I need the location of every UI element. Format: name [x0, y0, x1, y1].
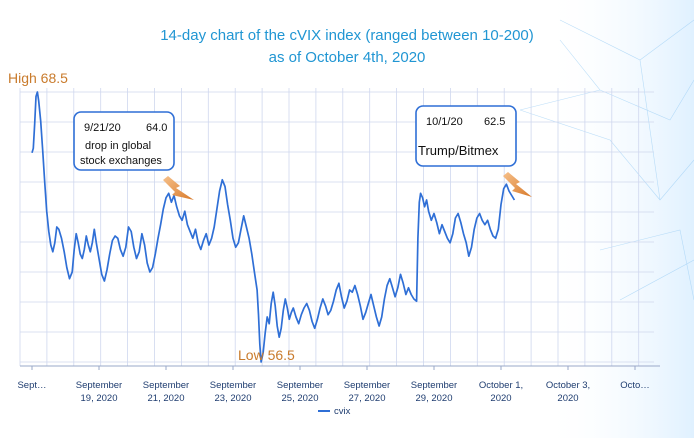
series-line-cvix — [31, 91, 516, 363]
x-tick-label: Sept… — [17, 380, 46, 391]
background-network — [519, 19, 694, 301]
annotation-arrow-icon — [503, 172, 532, 197]
series — [31, 91, 516, 363]
annotation-trump-bitmex: 10/1/20 62.5 Trump/Bitmex — [415, 105, 532, 197]
x-tick-label-line2: 2020 — [490, 393, 511, 404]
x-tick-label: September — [277, 380, 323, 391]
high-label: High 68.5 — [8, 70, 68, 86]
annotation-text-line2: stock exchanges — [80, 155, 162, 167]
annotation-arrow-icon — [163, 176, 194, 200]
x-tick-label: October 1, — [479, 380, 523, 391]
x-tick-label-line2: 2020 — [557, 393, 578, 404]
annotation-text-line1: drop in global — [85, 140, 151, 152]
annotation-value: 62.5 — [484, 116, 505, 128]
legend: cvix — [318, 406, 351, 417]
annotation-value: 64.0 — [146, 122, 167, 134]
annotation-date: 10/1/20 — [426, 116, 463, 128]
annotation-text: Trump/Bitmex — [418, 143, 499, 158]
x-tick-label: September — [210, 380, 256, 391]
annotation-box — [415, 105, 517, 167]
x-axis: Sept… September 19, 2020 September 21, 2020 S… — [17, 366, 650, 404]
x-tick-label-line2: 21, 2020 — [148, 393, 185, 404]
x-tick-label-line2: 19, 2020 — [81, 393, 118, 404]
low-label: Low 56.5 — [238, 347, 295, 363]
x-tick-label: September — [411, 380, 457, 391]
annotation-stock-drop: 9/21/20 64.0 drop in global stock exchan… — [73, 111, 194, 200]
x-tick-label: Octo… — [620, 380, 650, 391]
x-tick-label-line2: 29, 2020 — [416, 393, 453, 404]
x-tick-label: September — [344, 380, 390, 391]
chart-subtitle: as of October 4th, 2020 — [269, 49, 426, 66]
chart-title: 14-day chart of the cVIX index (ranged b… — [160, 27, 534, 44]
x-tick-label: September — [143, 380, 189, 391]
x-tick-label-line2: 27, 2020 — [349, 393, 386, 404]
x-tick-label-line2: 23, 2020 — [215, 393, 252, 404]
annotation-box — [73, 111, 175, 171]
annotation-date: 9/21/20 — [84, 122, 121, 134]
x-tick-label: September — [76, 380, 122, 391]
x-tick-label-line2: 25, 2020 — [282, 393, 319, 404]
x-tick-label: October 3, — [546, 380, 590, 391]
legend-label: cvix — [334, 406, 351, 417]
